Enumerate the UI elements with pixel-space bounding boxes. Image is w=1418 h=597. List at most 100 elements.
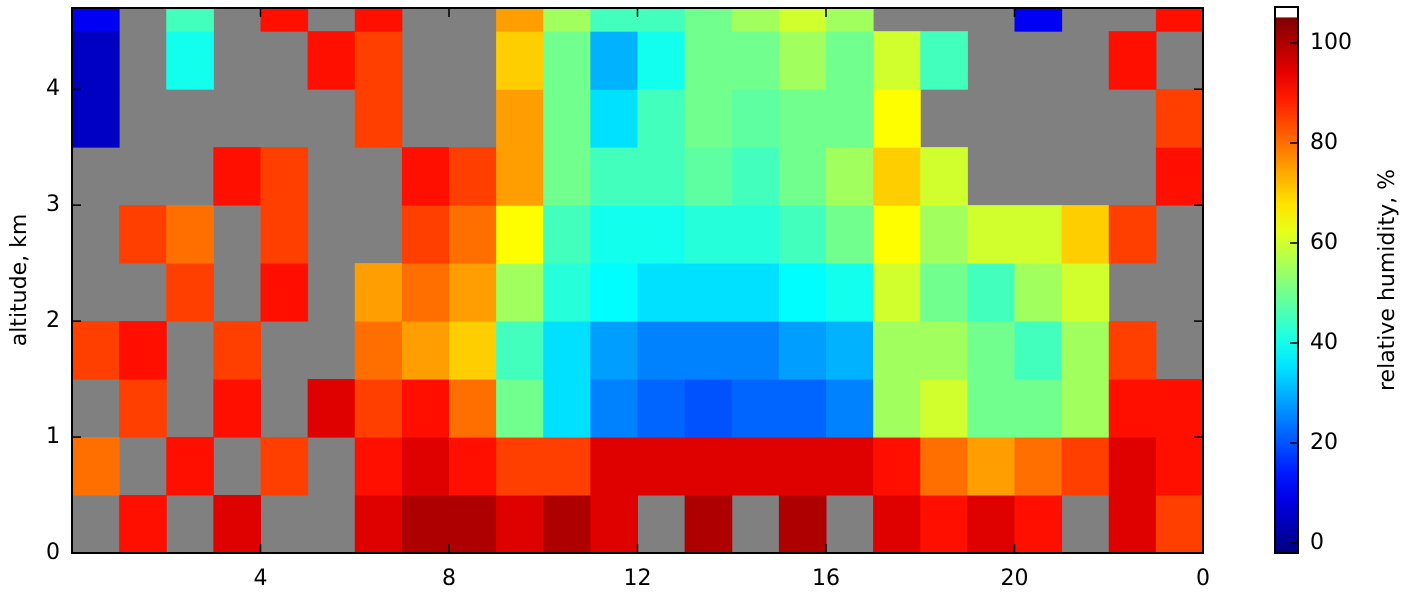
heatmap-cell <box>496 31 544 90</box>
heatmap-cell <box>401 205 450 264</box>
y-tick-label: 2 <box>46 308 60 333</box>
y-tick-label: 3 <box>46 192 60 217</box>
heatmap-cell <box>778 437 827 496</box>
heatmap-cell <box>166 8 214 32</box>
heatmap-cell <box>166 437 214 496</box>
heatmap-cell <box>873 89 921 148</box>
heatmap-cell <box>826 379 874 438</box>
heatmap-cell <box>873 263 921 322</box>
x-tick-label: 8 <box>442 566 456 591</box>
heatmap-cell <box>920 379 968 438</box>
heatmap-cell <box>543 89 591 148</box>
heatmap-cell <box>778 31 827 90</box>
heatmap-cell <box>449 205 497 264</box>
heatmap-cell <box>1155 495 1204 554</box>
colorbar-frame <box>1274 6 1299 554</box>
heatmap-cell <box>449 147 497 206</box>
heatmap-cell <box>260 437 309 496</box>
colorbar <box>1275 18 1298 553</box>
y-tick-label: 4 <box>46 76 60 101</box>
colorbar-tick-label: 100 <box>1310 30 1352 55</box>
colorbar-tick-label: 40 <box>1310 330 1338 355</box>
heatmap-cell <box>260 205 309 264</box>
heatmap-cell <box>637 147 686 206</box>
heatmap-cell <box>873 31 921 90</box>
heatmap-cell <box>590 205 638 264</box>
heatmap-cell <box>590 8 638 32</box>
heatmap-cell <box>1014 495 1063 554</box>
heatmap-cell <box>496 8 544 32</box>
heatmap-cell <box>920 263 968 322</box>
heatmap-cell <box>1014 321 1063 380</box>
heatmap-cell <box>543 8 591 32</box>
heatmap-cell <box>731 31 780 90</box>
colorbar-tick-label: 80 <box>1310 130 1338 155</box>
heatmap-cell <box>449 263 497 322</box>
heatmap-cell <box>543 31 591 90</box>
heatmap-cell <box>873 379 921 438</box>
heatmap-cell <box>778 495 827 554</box>
heatmap-cell <box>590 437 638 496</box>
heatmap-cell <box>684 89 733 148</box>
heatmap-cell <box>496 437 544 496</box>
heatmap-cell <box>684 263 733 322</box>
heatmap-cell <box>920 147 968 206</box>
heatmap-cell <box>1108 205 1157 264</box>
heatmap-cell <box>637 437 686 496</box>
heatmap-cell <box>731 89 780 148</box>
heatmap-cell <box>826 205 874 264</box>
heatmap-cell <box>731 263 780 322</box>
heatmap-cell <box>1155 379 1204 438</box>
x-tick-label: 12 <box>624 566 652 591</box>
heatmap-cell <box>1014 8 1063 32</box>
heatmap-cell <box>1061 263 1110 322</box>
heatmap-cell <box>873 205 921 264</box>
heatmap-cell <box>1014 379 1063 438</box>
heatmap-cell <box>684 379 733 438</box>
colorbar-tick-label: 20 <box>1310 430 1338 455</box>
heatmap-cell <box>637 263 686 322</box>
heatmap-cell <box>119 379 167 438</box>
heatmap-cell <box>684 147 733 206</box>
heatmap-cell <box>449 495 497 554</box>
heatmap-cell <box>1155 147 1204 206</box>
heatmap-cell <box>778 205 827 264</box>
heatmap-cell <box>213 321 261 380</box>
heatmap-cell <box>778 89 827 148</box>
heatmap-cell <box>354 31 403 90</box>
heatmap-cell <box>401 437 450 496</box>
heatmap-cell <box>684 8 733 32</box>
heatmap-cell <box>731 8 780 32</box>
heatmap-cell <box>354 8 403 32</box>
heatmap-cell <box>401 495 450 554</box>
x-tick-label: 4 <box>254 566 268 591</box>
heatmap-cell <box>166 31 214 90</box>
colorbar-extend <box>1274 6 1299 19</box>
heatmap-cell <box>354 437 403 496</box>
heatmap-cell <box>401 147 450 206</box>
heatmap-cell <box>496 321 544 380</box>
heatmap-cell <box>826 89 874 148</box>
heatmap-cell <box>496 147 544 206</box>
heatmap-cell <box>1155 8 1204 32</box>
heatmap-cell <box>873 495 921 554</box>
heatmap-cell <box>1061 437 1110 496</box>
heatmap-cell <box>637 89 686 148</box>
heatmap-cell <box>213 147 261 206</box>
heatmap-cell <box>72 437 120 496</box>
y-axis-label: altitude, km <box>7 214 32 347</box>
heatmap-cell <box>590 263 638 322</box>
heatmap-cell <box>307 31 356 90</box>
heatmap-cell <box>543 205 591 264</box>
heatmap-cell <box>826 263 874 322</box>
heatmap-cell <box>967 437 1015 496</box>
heatmap-cell <box>119 495 167 554</box>
heatmap-cell <box>213 379 261 438</box>
heatmap-cell <box>684 437 733 496</box>
heatmap-cell <box>543 147 591 206</box>
colorbar-tick-label: 0 <box>1310 530 1324 555</box>
heatmap-cell <box>778 379 827 438</box>
heatmap-cell <box>826 8 874 32</box>
heatmap-cell <box>543 379 591 438</box>
